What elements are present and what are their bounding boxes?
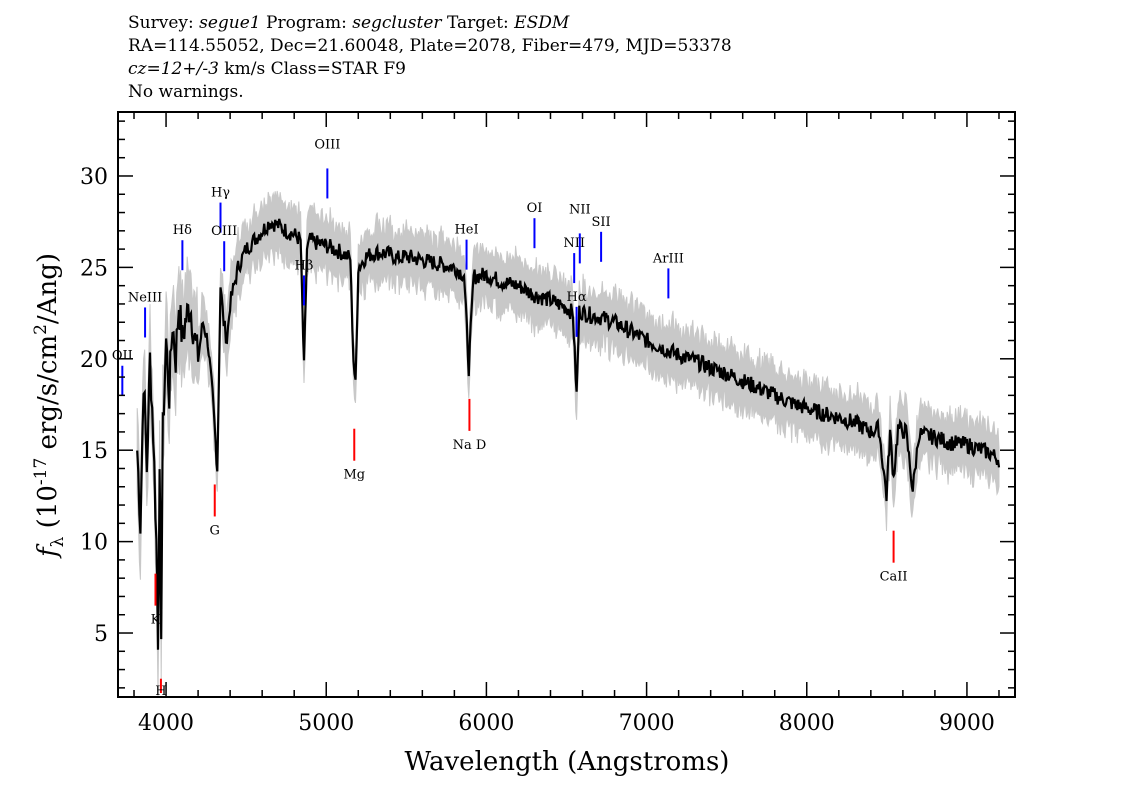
x-tick-label: 7000 <box>619 711 675 736</box>
target-value: ESDM <box>514 13 570 33</box>
y-label-tail: erg/s/cm <box>33 335 63 458</box>
x-tick-label: 5000 <box>298 711 354 736</box>
y-tick-labels: 5 10 15 20 25 30 <box>80 165 108 647</box>
header-line-1: Survey: segue1 Program: segcluster Targe… <box>128 12 732 35</box>
x-axis-label: Wavelength (Angstroms) <box>405 747 730 777</box>
x-tick-label: 8000 <box>779 711 835 736</box>
absorption-line-label: CaII <box>880 570 908 585</box>
y-label-rest: (10 <box>33 485 63 537</box>
line-markers: OIINeIIIHδHγOIIIHβOIIIHeIOINIIHαNIISIIAr… <box>112 137 908 699</box>
program-value: segcluster <box>352 13 442 33</box>
absorption-line-label: K <box>151 613 161 628</box>
survey-label: Survey: <box>128 13 194 33</box>
y-label-exp2: 2 <box>31 324 51 335</box>
class-text: Class=STAR F9 <box>270 59 406 79</box>
emission-line-label: Hγ <box>211 186 230 201</box>
emission-line-label: Hβ <box>295 258 314 273</box>
emission-line-label: HeI <box>454 223 478 238</box>
y-tick-label: 10 <box>80 531 108 556</box>
error-band-area <box>136 190 1000 696</box>
emission-line-label: OI <box>527 201 543 216</box>
absorption-line-label: H <box>155 684 166 699</box>
y-label-exp: -17 <box>31 458 51 485</box>
x-tick-label: 6000 <box>458 711 514 736</box>
warnings-text: No warnings. <box>128 82 244 102</box>
emission-line-label: ArIII <box>652 251 684 266</box>
y-tick-label: 15 <box>80 439 108 464</box>
target-label: Target: <box>446 13 509 33</box>
redshift-unit: km/s <box>224 59 266 79</box>
y-label-sub: λ <box>48 536 68 547</box>
spectrum-series <box>136 218 1001 650</box>
header-line-3: cz=12+/-3 km/s Class=STAR F9 <box>128 58 732 81</box>
x-tick-label: 9000 <box>939 711 995 736</box>
axis-ticks <box>118 112 1015 697</box>
y-axis-label: fλ (10-17 erg/s/cm2/Ang) <box>31 253 68 559</box>
emission-line-label: OIII <box>211 224 237 239</box>
spectrum-line <box>136 218 1001 650</box>
y-label-end: /Ang) <box>33 253 63 324</box>
absorption-line-label: Mg <box>343 468 365 483</box>
plot-frame <box>117 111 1016 698</box>
emission-line-label: SII <box>592 215 611 230</box>
emission-line-label: OIII <box>314 137 340 152</box>
emission-line-label: NII <box>569 202 591 217</box>
x-tick-labels: 4000 5000 6000 7000 8000 9000 <box>138 711 995 736</box>
survey-value: segue1 <box>199 13 261 33</box>
y-tick-label: 5 <box>94 622 108 647</box>
emission-line-label: NII <box>563 236 585 251</box>
y-tick-label: 30 <box>80 165 108 190</box>
emission-line-label: Hδ <box>173 223 192 238</box>
absorption-line-label: G <box>210 523 220 538</box>
emission-line-label: OII <box>112 349 133 364</box>
emission-line-label: Hα <box>567 290 587 305</box>
x-tick-label: 4000 <box>138 711 194 736</box>
spectrum-header: Survey: segue1 Program: segcluster Targe… <box>128 12 732 104</box>
y-tick-label: 25 <box>80 256 108 281</box>
absorption-line-label: Na D <box>453 438 487 453</box>
y-tick-label: 20 <box>80 348 108 373</box>
redshift-value: cz=12+/-3 <box>128 59 219 79</box>
program-label: Program: <box>266 13 347 33</box>
header-line-2: RA=114.55052, Dec=21.60048, Plate=2078, … <box>128 36 732 56</box>
emission-line-label: NeIII <box>128 290 162 305</box>
error-band <box>136 190 1000 696</box>
